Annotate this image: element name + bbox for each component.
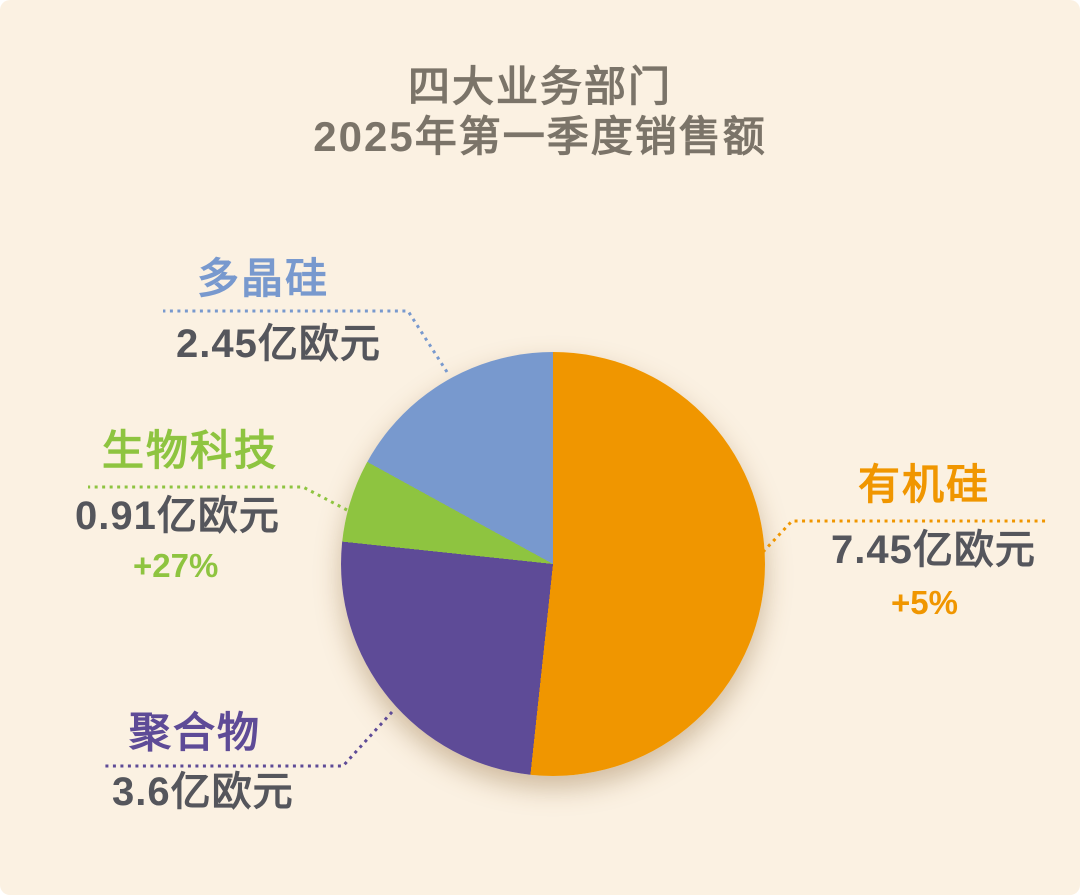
slice-label-biotech: 生物科技: [102, 427, 279, 474]
slice-value-polymers: 3.6亿欧元: [112, 770, 294, 814]
chart-title-line-1: 四大业务部门: [407, 63, 672, 110]
chart-title: 四大业务部门 2025年第一季度销售额: [0, 62, 1080, 162]
slice-change-organosilicon: +5%: [891, 584, 958, 621]
slice-label-organosilicon: 有机硅: [858, 461, 991, 508]
slice-label-polysilicon: 多晶硅: [197, 255, 330, 302]
pie-chart: [341, 352, 765, 776]
slice-value-organosilicon: 7.45亿欧元: [831, 528, 1036, 572]
slice-label-polymers: 聚合物: [129, 709, 262, 756]
slice-value-biotech: 0.91亿欧元: [75, 494, 280, 538]
slice-value-polysilicon: 2.45亿欧元: [176, 322, 381, 366]
chart-title-line-2: 2025年第一季度销售额: [313, 113, 767, 160]
slice-change-biotech: +27%: [133, 547, 219, 584]
